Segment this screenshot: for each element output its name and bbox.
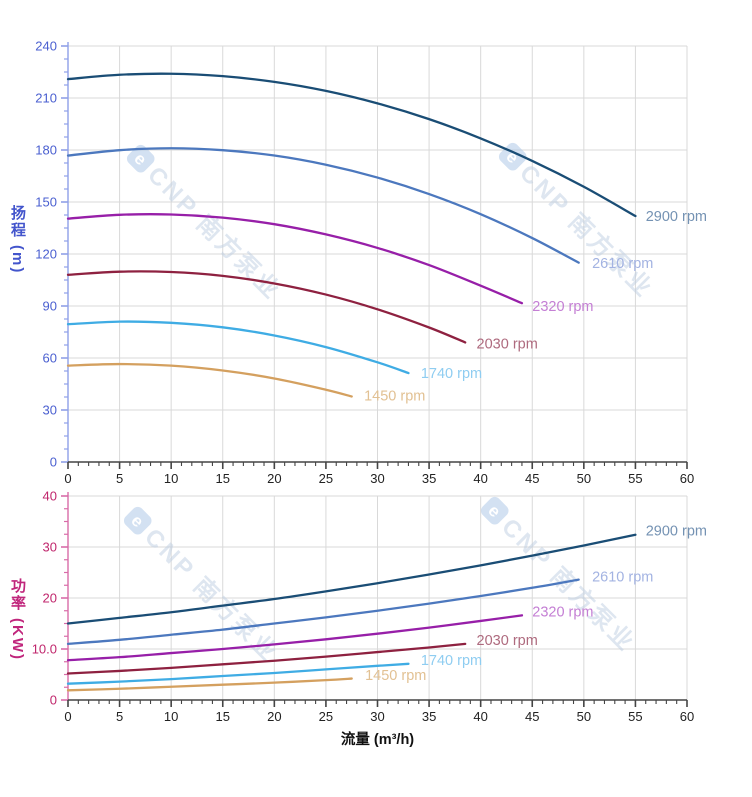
series-label-1450-rpm: 1450 rpm — [365, 668, 426, 684]
x-tick-label: 45 — [525, 709, 539, 724]
x-tick-label: 50 — [577, 471, 591, 486]
curve-2900-rpm — [66, 533, 637, 625]
series-label-1740-rpm: 1740 rpm — [421, 653, 482, 669]
flow-axis-title: 流量 (m³/h) — [340, 732, 415, 748]
series-label-2900-rpm: 2900 rpm — [646, 523, 707, 539]
curve-1450-rpm — [66, 677, 353, 692]
watermark-text: CNP 南方泵业 — [142, 161, 287, 306]
series-label-1740-rpm: 1740 rpm — [421, 366, 482, 382]
head-axis-title: 扬程 (m) — [9, 205, 26, 275]
y-tick-label: 30 — [43, 540, 57, 555]
x-tick-label: 45 — [525, 471, 539, 486]
curve-2320-rpm — [66, 614, 524, 662]
x-tick-label: 15 — [216, 471, 230, 486]
y-tick-label: 150 — [35, 195, 57, 210]
x-tick-label: 55 — [628, 471, 642, 486]
x-tick-label: 5 — [116, 709, 123, 724]
x-tick-label: 60 — [680, 709, 694, 724]
x-tick-label: 30 — [370, 471, 384, 486]
x-tick-label: 35 — [422, 709, 436, 724]
x-tick-label: 0 — [64, 471, 71, 486]
x-tick-label: 20 — [267, 471, 281, 486]
series-label-2900-rpm: 2900 rpm — [646, 209, 707, 225]
curve-1740-rpm — [66, 320, 410, 375]
y-tick-label: 40 — [43, 489, 57, 504]
y-tick-label: 0 — [50, 693, 57, 708]
y-tick-label: 210 — [35, 91, 57, 106]
curve-2030-rpm — [66, 270, 467, 344]
x-tick-label: 15 — [216, 709, 230, 724]
series-label-2030-rpm: 2030 rpm — [477, 633, 538, 649]
y-tick-label: 20 — [43, 591, 57, 606]
head-axis-unit: (m) — [9, 245, 26, 275]
series-label-2320-rpm: 2320 rpm — [532, 604, 593, 620]
power-axis-unit: (KW) — [9, 618, 26, 661]
curve-1740-rpm — [66, 662, 410, 685]
series-label-1450-rpm: 1450 rpm — [364, 388, 425, 404]
series-label-2610-rpm: 2610 rpm — [592, 570, 653, 586]
curve-2610-rpm — [66, 578, 580, 646]
curve-2030-rpm — [66, 642, 467, 675]
y-tick-label: 60 — [43, 351, 57, 366]
x-tick-label: 55 — [628, 709, 642, 724]
x-tick-label: 5 — [116, 471, 123, 486]
x-tick-label: 40 — [473, 709, 487, 724]
y-tick-label: 30 — [43, 403, 57, 418]
curve-2610-rpm — [66, 147, 580, 264]
watermark-logo-icon — [126, 144, 155, 173]
power-axis-title: 功率 (KW) — [9, 578, 26, 661]
y-tick-label: 240 — [35, 39, 57, 54]
x-tick-label: 0 — [64, 709, 71, 724]
y-tick-label: 180 — [35, 143, 57, 158]
watermark-logo-icon — [480, 496, 509, 525]
series-label-2610-rpm: 2610 rpm — [592, 256, 653, 272]
y-tick-label: 90 — [43, 299, 57, 314]
x-tick-label: 60 — [680, 471, 694, 486]
y-tick-label: 10.0 — [32, 642, 57, 657]
x-tick-label: 40 — [473, 471, 487, 486]
y-tick-label: 120 — [35, 247, 57, 262]
x-tick-label: 20 — [267, 709, 281, 724]
x-tick-label: 25 — [319, 709, 333, 724]
curve-2900-rpm — [66, 72, 637, 218]
x-tick-label: 50 — [577, 709, 591, 724]
x-tick-label: 30 — [370, 709, 384, 724]
power-axis-label: 功率 — [9, 578, 26, 612]
x-tick-label: 10 — [164, 709, 178, 724]
head-axis-label: 扬程 — [9, 205, 26, 239]
series-label-2030-rpm: 2030 rpm — [477, 336, 538, 352]
x-tick-label: 25 — [319, 471, 333, 486]
y-tick-label: 0 — [50, 455, 57, 470]
watermark-text: CNP 南方泵业 — [514, 159, 659, 304]
curve-1450-rpm — [66, 362, 353, 398]
series-label-2320-rpm: 2320 rpm — [532, 299, 593, 315]
watermark-logo-icon — [123, 506, 152, 535]
x-tick-label: 35 — [422, 471, 436, 486]
x-tick-label: 10 — [164, 471, 178, 486]
curve-2320-rpm — [66, 213, 524, 305]
